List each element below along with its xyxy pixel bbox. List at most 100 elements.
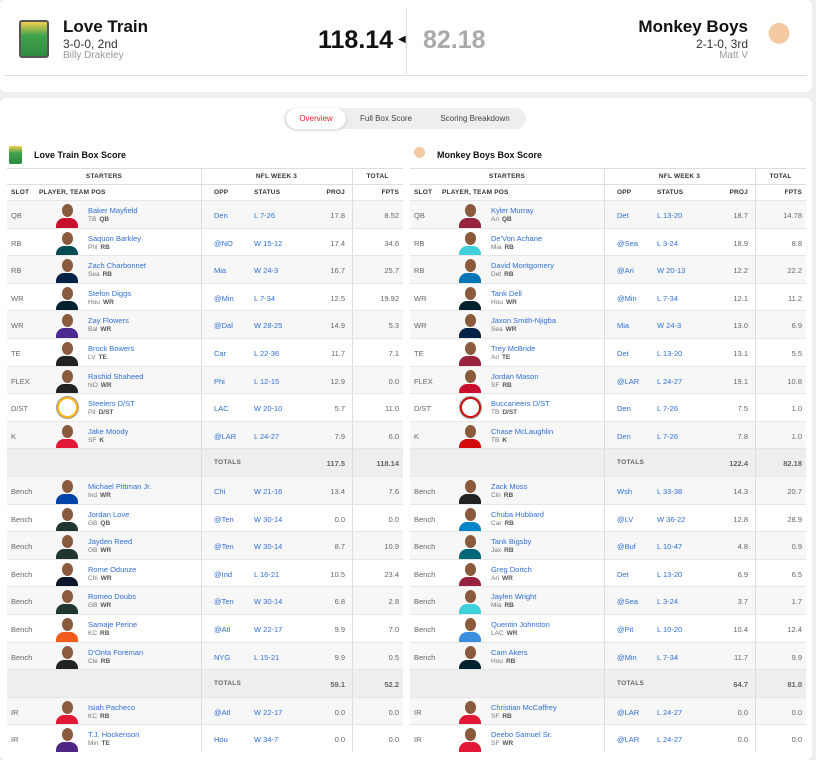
player-name-link[interactable]: Kyler Murray: [491, 206, 534, 215]
player-headshot[interactable]: [457, 423, 483, 449]
game-status-link[interactable]: L 12-15: [254, 376, 280, 386]
opponent-link[interactable]: @Sea: [617, 597, 638, 607]
game-status-link[interactable]: W 30-14: [254, 597, 283, 607]
player-name-link[interactable]: Deebo Samuel Sr.: [491, 730, 552, 740]
opponent-link[interactable]: @Ind: [214, 569, 233, 579]
player-name-link[interactable]: Zay Flowers: [88, 316, 129, 326]
player-headshot[interactable]: [457, 368, 483, 394]
home-team-name[interactable]: Love Train: [63, 17, 149, 36]
game-status-link[interactable]: L 7-34: [254, 293, 275, 303]
opponent-link[interactable]: @Buf: [617, 542, 636, 552]
opponent-link[interactable]: @Min: [617, 293, 637, 303]
game-status-link[interactable]: L 7-26: [657, 431, 678, 441]
player-headshot[interactable]: [457, 478, 483, 504]
player-headshot[interactable]: [54, 699, 80, 725]
player-headshot[interactable]: [54, 423, 80, 449]
player-name-link[interactable]: Samaje Perine: [88, 620, 138, 629]
game-status-link[interactable]: W 36-22: [657, 514, 686, 524]
opponent-link[interactable]: @LAR: [617, 376, 640, 386]
game-status-link[interactable]: L 16-21: [254, 569, 280, 579]
player-name-link[interactable]: Tank Bigsby: [491, 537, 532, 547]
player-name-link[interactable]: Trey McBride: [491, 344, 536, 353]
opponent-link[interactable]: Det: [617, 569, 629, 579]
player-name-link[interactable]: Chase McLaughlin: [491, 426, 554, 436]
player-name-link[interactable]: De'Von Achane: [491, 233, 543, 243]
player-headshot[interactable]: [54, 506, 80, 532]
opponent-link[interactable]: Car: [214, 349, 227, 358]
player-name-link[interactable]: Tank Dell: [491, 288, 522, 298]
game-status-link[interactable]: L 24-27: [657, 735, 683, 745]
game-status-link[interactable]: L 22-36: [254, 349, 280, 358]
opponent-link[interactable]: @Atl: [214, 625, 231, 634]
player-headshot[interactable]: [457, 726, 483, 753]
player-headshot[interactable]: [457, 644, 483, 670]
opponent-link[interactable]: Det: [617, 349, 629, 358]
opponent-link[interactable]: Mia: [214, 266, 227, 276]
player-name-link[interactable]: Romeo Doubs: [88, 592, 136, 602]
player-name-link[interactable]: D'Onta Foreman: [88, 647, 144, 657]
game-status-link[interactable]: L 3-24: [657, 238, 678, 248]
opponent-link[interactable]: @LAR: [617, 735, 640, 745]
player-name-link[interactable]: Buccaneers D/ST: [491, 399, 550, 409]
game-status-link[interactable]: W 30-14: [254, 542, 283, 552]
game-status-link[interactable]: W 20-13: [657, 266, 686, 276]
player-headshot[interactable]: [54, 588, 80, 615]
player-headshot[interactable]: [54, 561, 80, 587]
game-status-link[interactable]: W 28-25: [254, 321, 283, 331]
opponent-link[interactable]: @Atl: [214, 707, 231, 717]
player-name-link[interactable]: Jake Moody: [88, 426, 129, 436]
player-name-link[interactable]: Jordan Mason: [491, 371, 539, 381]
game-status-link[interactable]: L 24-27: [657, 707, 683, 717]
opponent-link[interactable]: Den: [617, 431, 631, 441]
game-status-link[interactable]: W 34-7: [254, 735, 279, 745]
player-headshot[interactable]: [457, 616, 483, 642]
player-headshot[interactable]: [457, 285, 483, 311]
player-name-link[interactable]: T.J. Hockenson: [88, 730, 140, 740]
opponent-link[interactable]: NYG: [214, 652, 231, 662]
player-headshot[interactable]: [457, 257, 483, 284]
player-headshot[interactable]: [54, 202, 80, 228]
player-headshot[interactable]: [54, 478, 80, 504]
opponent-link[interactable]: @Sea: [617, 238, 638, 248]
player-name-link[interactable]: Jaxon Smith-Njigba: [491, 316, 557, 326]
player-headshot[interactable]: [54, 368, 80, 394]
player-name-link[interactable]: Cam Akers: [491, 647, 528, 657]
player-name-link[interactable]: Jaylen Wright: [491, 592, 537, 602]
player-headshot[interactable]: [457, 340, 483, 366]
player-name-link[interactable]: Zach Charbonnet: [88, 261, 146, 271]
opponent-link[interactable]: @NO: [214, 238, 233, 248]
player-name-link[interactable]: Chuba Hubbard: [491, 509, 544, 519]
player-name-link[interactable]: Jayden Reed: [88, 537, 133, 547]
game-status-link[interactable]: W 24-3: [254, 266, 279, 276]
away-team-name[interactable]: Monkey Boys: [638, 17, 748, 36]
opponent-link[interactable]: Chi: [214, 487, 226, 496]
player-name-link[interactable]: Greg Dortch: [491, 564, 532, 574]
team-defense-logo[interactable]: [54, 395, 80, 421]
opponent-link[interactable]: Wsh: [617, 487, 632, 496]
player-headshot[interactable]: [54, 312, 80, 339]
opponent-link[interactable]: @Min: [214, 293, 234, 303]
player-headshot[interactable]: [54, 230, 80, 256]
game-status-link[interactable]: L 7-26: [657, 404, 678, 414]
player-headshot[interactable]: [457, 506, 483, 532]
player-name-link[interactable]: Stefon Diggs: [88, 288, 131, 298]
love-train-team-logo[interactable]: [19, 20, 49, 58]
player-name-link[interactable]: Brock Bowers: [88, 344, 135, 353]
opponent-link[interactable]: @Ten: [214, 597, 234, 607]
game-status-link[interactable]: L 13-20: [657, 349, 683, 358]
opponent-link[interactable]: Den: [617, 404, 631, 414]
game-status-link[interactable]: L 7-26: [254, 211, 275, 220]
monkey-boys-team-logo[interactable]: [764, 20, 794, 58]
player-headshot[interactable]: [54, 616, 80, 642]
opponent-link[interactable]: @Ari: [617, 266, 634, 276]
opponent-link[interactable]: Hou: [214, 735, 228, 745]
player-headshot[interactable]: [457, 561, 483, 587]
player-name-link[interactable]: Isiah Pacheco: [88, 702, 136, 712]
game-status-link[interactable]: W 22-17: [254, 625, 283, 634]
opponent-link[interactable]: Mia: [617, 321, 630, 331]
player-name-link[interactable]: Baker Mayfield: [88, 206, 138, 215]
player-name-link[interactable]: Christian McCaffrey: [491, 702, 557, 712]
game-status-link[interactable]: L 24-27: [657, 376, 683, 386]
player-headshot[interactable]: [457, 312, 483, 339]
opponent-link[interactable]: @LAR: [214, 431, 237, 441]
